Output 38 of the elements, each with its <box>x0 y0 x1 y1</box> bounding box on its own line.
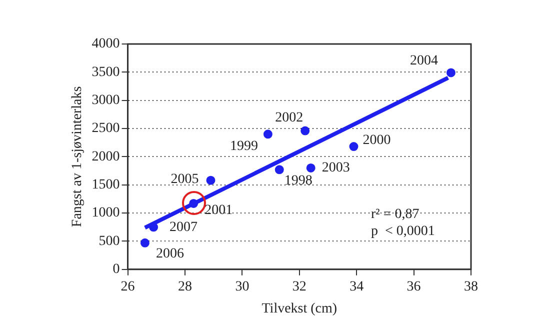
y-tick-label: 1000 <box>92 206 120 221</box>
point <box>206 176 216 185</box>
annotation: 2003 <box>322 160 350 176</box>
annotation: 2004 <box>410 53 438 68</box>
annotation: 2007 <box>170 220 198 235</box>
y-tick-label: 3500 <box>92 64 120 80</box>
annotation: p < 0,0001 <box>371 224 435 240</box>
x-tick-label: 28 <box>178 279 192 294</box>
point <box>300 126 310 136</box>
point <box>140 238 150 248</box>
y-tick-label: 2500 <box>92 121 120 136</box>
y-tick-label: 4000 <box>92 36 120 52</box>
y-tick-label: 2000 <box>92 149 120 164</box>
annotation: 2001 <box>204 203 233 218</box>
annotation: 2002 <box>275 110 304 126</box>
annotation: r² = 0,87 <box>371 207 420 222</box>
point <box>263 130 272 139</box>
y-tick-label: 500 <box>98 234 120 249</box>
annotation: 1998 <box>284 173 312 188</box>
annotation: 2006 <box>156 246 184 262</box>
point <box>306 163 316 172</box>
x-tick-label: 32 <box>292 279 306 294</box>
y-tick-label: 1500 <box>92 178 120 193</box>
x-tick-label: 26 <box>120 279 135 294</box>
y-tick-label: 0 <box>112 262 120 278</box>
point <box>446 68 456 78</box>
point <box>349 142 358 152</box>
x-tick-label: 34 <box>350 279 364 294</box>
x-tick-label: 38 <box>464 279 478 294</box>
x-tick-label: 30 <box>235 279 250 294</box>
y-tick-label: 3000 <box>92 93 120 108</box>
y-axis-title: Fangst av 1-sjøvinterlaks <box>70 86 86 228</box>
annotation: 1999 <box>230 138 258 154</box>
annotation: 2000 <box>362 133 391 148</box>
annotation: 2005 <box>170 172 199 188</box>
point <box>274 165 284 174</box>
x-axis-title: Tilvekst (cm) <box>262 301 338 316</box>
x-tick-label: 36 <box>406 279 421 294</box>
